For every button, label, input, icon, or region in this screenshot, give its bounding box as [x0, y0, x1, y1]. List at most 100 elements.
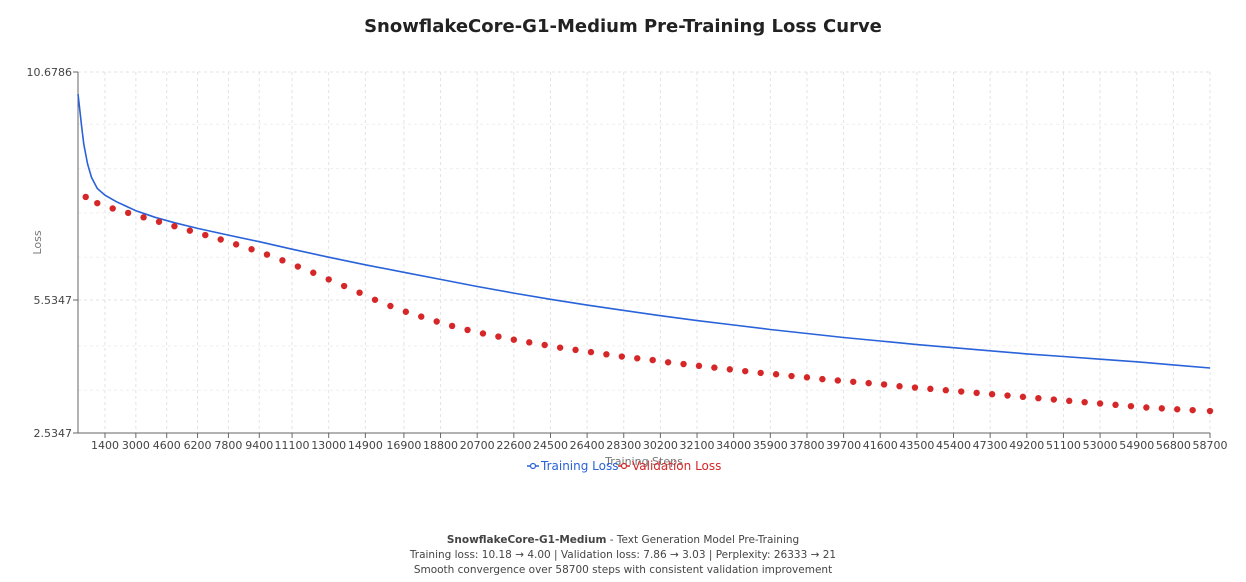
x-tick-label: 11100 [275, 439, 310, 452]
x-tick-label: 56800 [1156, 439, 1191, 452]
training-loss-line [77, 94, 1211, 369]
validation-loss-point [217, 236, 224, 243]
validation-loss-point [325, 276, 332, 283]
loss-chart: 1400 3000 4600 6200 7800 9400 11100 13000 14900 1… [27, 66, 1228, 473]
x-tick-label: 13000 [311, 439, 346, 452]
validation-loss-point [510, 336, 518, 343]
validation-loss-point [294, 263, 302, 270]
validation-loss-point [279, 257, 286, 264]
footer-stats: Training loss: 10.18 → 4.00 | Validation… [409, 549, 837, 561]
tick-labels: 1400 3000 4600 6200 7800 9400 11100 13000 14900 1… [27, 66, 1228, 468]
validation-loss-point [340, 282, 348, 290]
validation-loss-point [82, 193, 89, 201]
x-tick-label: 58700 [1193, 439, 1228, 452]
validation-loss-point [263, 251, 271, 258]
validation-loss-point [834, 377, 842, 384]
x-tick-label: 47300 [973, 439, 1008, 452]
x-tick-label: 41600 [863, 439, 898, 452]
legend-label: Validation Loss [632, 459, 721, 473]
validation-loss-point [1206, 407, 1214, 415]
x-tick-label: 28300 [606, 439, 641, 452]
validation-loss-point [973, 389, 980, 397]
x-tick-label: 30200 [643, 439, 678, 452]
validation-loss-point [479, 330, 487, 337]
validation-loss-point [1174, 406, 1181, 413]
x-tick-label: 53000 [1083, 439, 1118, 452]
x-tick-label: 45400 [936, 439, 971, 452]
validation-loss-point [124, 209, 132, 217]
validation-loss-point [1189, 406, 1196, 414]
x-tick-label: 35900 [753, 439, 788, 452]
x-tick-label: 22600 [496, 439, 531, 452]
validation-loss-point [1143, 404, 1150, 411]
validation-loss-point [942, 387, 950, 394]
x-tick-label: 7800 [214, 439, 242, 452]
grid [78, 71, 1211, 434]
validation-loss-point [634, 355, 641, 362]
validation-loss-point [958, 388, 965, 395]
validation-loss-point [1158, 405, 1165, 412]
validation-loss-point [541, 341, 548, 349]
legend[interactable]: Training Loss Validation Loss [527, 459, 721, 473]
validation-loss-point [603, 351, 610, 358]
x-tick-label: 49200 [1009, 439, 1044, 452]
validation-loss-point [155, 218, 163, 225]
series [77, 94, 1214, 415]
validation-loss-point [371, 296, 379, 303]
validation-loss-point [927, 385, 934, 393]
x-tick-label: 34000 [716, 439, 751, 452]
validation-loss-point [171, 222, 178, 230]
x-tick-label: 3000 [122, 439, 150, 452]
validation-loss-point [1096, 400, 1104, 407]
x-tick-label: 43500 [899, 439, 934, 452]
validation-loss-point [880, 381, 888, 388]
validation-loss-point [988, 391, 996, 398]
validation-loss-point [587, 348, 595, 356]
validation-loss-point [387, 302, 394, 310]
validation-loss-point [464, 326, 471, 334]
x-tick-label: 51100 [1046, 439, 1081, 452]
y-tick-label: 10.6786 [27, 66, 73, 79]
x-tick-label: 9400 [245, 439, 273, 452]
x-tick-label: 6200 [184, 439, 212, 452]
validation-loss-point [109, 205, 116, 212]
validation-loss-point [356, 289, 363, 296]
footer-subtitle: - Text Generation Model Pre-Training [606, 534, 800, 546]
validation-loss-point [526, 339, 533, 346]
x-tick-label: 24500 [533, 439, 568, 452]
validation-loss-point [742, 367, 749, 375]
validation-loss-point [232, 241, 240, 248]
validation-loss-point [186, 227, 194, 234]
validation-loss-point [433, 318, 440, 325]
validation-loss-point [896, 383, 903, 390]
y-axis-title: Loss [31, 230, 44, 254]
validation-loss-point [1066, 397, 1073, 405]
validation-loss-point [94, 199, 101, 207]
validation-loss-point [1019, 393, 1027, 401]
validation-loss-point [418, 313, 425, 320]
validation-loss-point [140, 214, 147, 221]
validation-loss-point [1081, 398, 1088, 406]
validation-loss-point [1127, 402, 1135, 410]
validation-loss-point [803, 374, 811, 381]
validation-loss-point [726, 366, 734, 373]
x-tick-label: 14900 [348, 439, 383, 452]
validation-loss-point [1035, 394, 1042, 402]
footer-summary: Smooth convergence over 58700 steps with… [413, 564, 833, 576]
footer-model-name: SnowflakeCore-G1-Medium [446, 534, 607, 546]
validation-loss-point [772, 371, 780, 378]
validation-loss-point [310, 269, 317, 276]
validation-loss-point [618, 353, 626, 360]
validation-loss-point [448, 322, 456, 330]
x-tick-label: 39700 [826, 439, 861, 452]
validation-loss-point [865, 379, 872, 387]
x-tick-label: 20700 [460, 439, 495, 452]
x-tick-label: 18800 [423, 439, 458, 452]
y-tick-label: 5.5347 [34, 294, 73, 307]
x-tick-label: 37800 [789, 439, 824, 452]
validation-loss-point [1112, 401, 1119, 409]
validation-loss-point [572, 346, 579, 354]
x-tick-label: 32100 [680, 439, 715, 452]
validation-loss-point [248, 246, 255, 253]
validation-loss-point [911, 384, 919, 391]
